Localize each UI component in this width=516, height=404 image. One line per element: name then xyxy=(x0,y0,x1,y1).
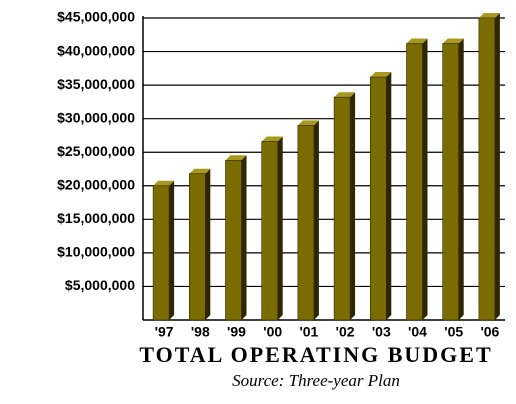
bar-top xyxy=(406,38,428,44)
bar-top xyxy=(370,72,392,78)
x-tick-label: '97 xyxy=(155,324,174,340)
y-tick-label: $5,000,000 xyxy=(65,277,135,293)
y-tick-label: $15,000,000 xyxy=(57,210,135,226)
bar-top xyxy=(442,38,464,44)
bar xyxy=(225,155,247,321)
bar-front xyxy=(189,173,206,321)
bar xyxy=(189,168,211,321)
bar-top xyxy=(153,180,175,186)
bar-side xyxy=(241,155,247,320)
x-tick-label: '03 xyxy=(372,324,391,340)
bar xyxy=(442,38,464,321)
bar xyxy=(261,136,283,321)
bar-side xyxy=(205,168,211,320)
bar xyxy=(406,38,428,321)
bar-top xyxy=(225,155,247,161)
bar xyxy=(369,72,392,321)
x-tick-label: '02 xyxy=(336,324,355,340)
x-tick-label: '05 xyxy=(444,324,463,340)
x-tick-label: '01 xyxy=(299,324,318,340)
bar-front xyxy=(152,185,170,321)
bar-side xyxy=(313,120,319,320)
y-tick-label: $20,000,000 xyxy=(57,176,135,192)
bar-top xyxy=(478,13,500,18)
chart-subtitle: Source: Three-year Plan xyxy=(232,371,400,390)
bar-top xyxy=(297,120,319,126)
y-tick-label: $10,000,000 xyxy=(57,244,135,260)
bar-side xyxy=(494,13,500,320)
bar-side xyxy=(350,92,356,321)
bar-front xyxy=(261,141,279,321)
y-tick-label: $30,000,000 xyxy=(57,109,135,125)
bar xyxy=(152,180,175,321)
bar-top xyxy=(261,136,283,142)
bar xyxy=(297,120,319,321)
x-tick-label: '00 xyxy=(263,324,282,340)
y-tick-label: $35,000,000 xyxy=(57,76,135,92)
bar-front xyxy=(406,43,423,321)
bar-side xyxy=(277,136,283,320)
y-tick-label: $40,000,000 xyxy=(57,42,135,58)
x-tick-label: '04 xyxy=(408,324,427,340)
bar xyxy=(333,92,356,321)
bar-top xyxy=(334,92,356,98)
bar-front xyxy=(442,43,460,321)
chart-title: TOTAL OPERATING BUDGET xyxy=(139,342,492,367)
bar-front xyxy=(297,125,315,321)
x-tick-label: '06 xyxy=(480,324,499,340)
bar-front xyxy=(369,76,387,321)
x-tick-label: '99 xyxy=(227,324,246,340)
bar xyxy=(478,13,500,321)
bar-side xyxy=(458,38,464,320)
y-tick-label: $25,000,000 xyxy=(57,143,135,159)
bar-front xyxy=(478,17,496,321)
bar-side xyxy=(386,72,392,321)
bar-side xyxy=(169,180,175,320)
bar-front xyxy=(225,159,242,321)
x-tick-label: '98 xyxy=(191,324,210,340)
bar-side xyxy=(422,38,428,320)
bar-front xyxy=(333,96,351,321)
y-tick-label: $45,000,000 xyxy=(57,9,135,25)
bar-top xyxy=(189,168,211,174)
